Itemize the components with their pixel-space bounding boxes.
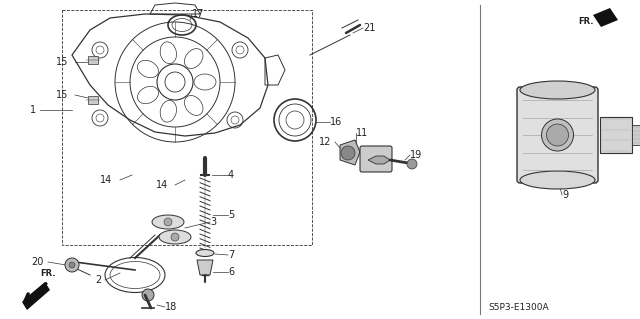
Bar: [632, 125, 640, 145]
Polygon shape: [22, 282, 50, 310]
Text: 14: 14: [100, 175, 112, 185]
Text: 12: 12: [319, 137, 331, 147]
Bar: [62, 10, 312, 245]
Text: 20: 20: [31, 257, 44, 267]
Text: 16: 16: [330, 117, 342, 127]
Text: 3: 3: [210, 217, 216, 227]
Ellipse shape: [196, 249, 214, 256]
Ellipse shape: [152, 215, 184, 229]
Text: 14: 14: [156, 180, 168, 190]
Text: 13: 13: [624, 125, 636, 135]
Ellipse shape: [547, 124, 568, 146]
Polygon shape: [593, 8, 618, 27]
Bar: [88, 56, 98, 64]
Bar: [88, 96, 98, 104]
Text: FR.: FR.: [40, 269, 56, 278]
Circle shape: [341, 146, 355, 160]
Polygon shape: [340, 140, 360, 165]
Polygon shape: [197, 260, 213, 275]
Text: 21: 21: [363, 23, 376, 33]
Circle shape: [142, 289, 154, 301]
Text: 5: 5: [228, 210, 234, 220]
Text: 15: 15: [56, 90, 68, 100]
Text: 15: 15: [56, 57, 68, 67]
FancyBboxPatch shape: [517, 87, 598, 183]
Polygon shape: [368, 156, 390, 164]
Circle shape: [407, 159, 417, 169]
Bar: [600, 117, 632, 153]
Ellipse shape: [159, 230, 191, 244]
Text: 18: 18: [165, 302, 177, 312]
Text: S5P3-E1300A: S5P3-E1300A: [488, 303, 548, 313]
Text: 19: 19: [410, 150, 422, 160]
Text: 6: 6: [228, 267, 234, 277]
Circle shape: [65, 258, 79, 272]
Circle shape: [69, 262, 75, 268]
Text: 17: 17: [192, 9, 204, 19]
FancyBboxPatch shape: [360, 146, 392, 172]
Ellipse shape: [520, 171, 595, 189]
Text: 7: 7: [228, 250, 234, 260]
Text: 1: 1: [30, 105, 36, 115]
Text: 11: 11: [356, 128, 368, 138]
Circle shape: [171, 233, 179, 241]
Text: 9: 9: [562, 190, 568, 200]
Circle shape: [164, 218, 172, 226]
Text: 2: 2: [95, 275, 101, 285]
Text: 4: 4: [228, 170, 234, 180]
Text: FR.: FR.: [578, 18, 593, 26]
Ellipse shape: [541, 119, 573, 151]
Ellipse shape: [520, 81, 595, 99]
